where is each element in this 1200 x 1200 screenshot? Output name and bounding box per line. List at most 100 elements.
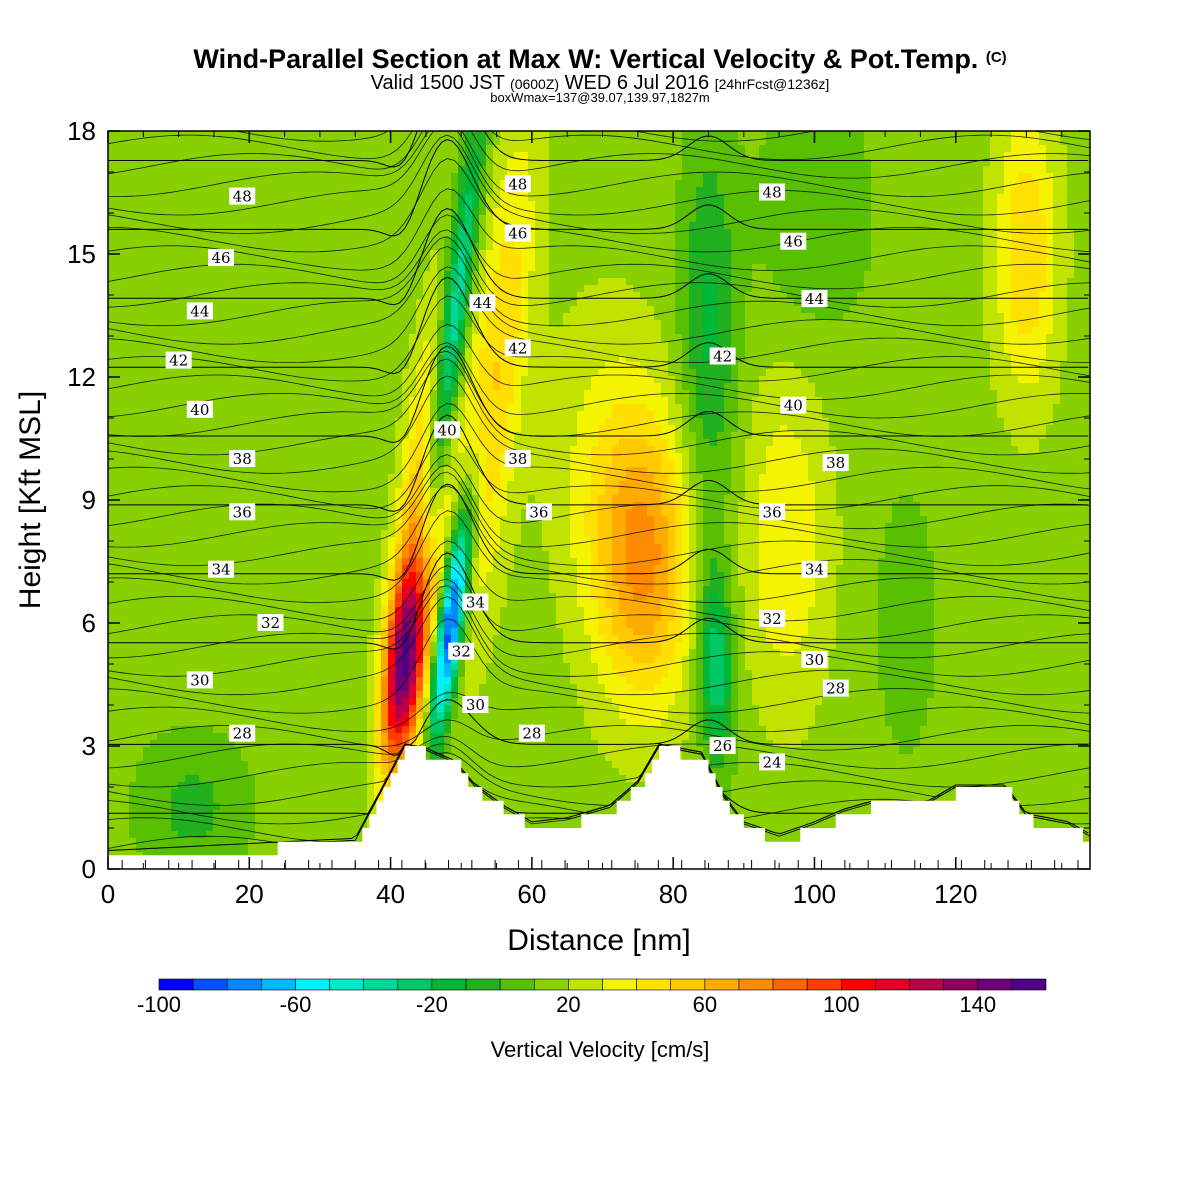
isentrope-label: 34 xyxy=(801,560,828,579)
isentrope-label-text: 36 xyxy=(233,503,252,521)
isentrope-label-text: 30 xyxy=(190,671,209,689)
isentrope-label-text: 42 xyxy=(713,348,732,366)
isentrope-label-text: 28 xyxy=(826,680,845,698)
isentrope-label-box xyxy=(780,396,807,414)
isentrope-label: 42 xyxy=(709,347,736,366)
isentrope-34 xyxy=(108,414,1089,512)
isentrope-30 xyxy=(108,552,1089,650)
isentrope-label: 30 xyxy=(186,671,213,689)
isentrope-minor xyxy=(108,540,1090,622)
colorbar-swatch xyxy=(363,978,399,991)
isentrope-48 xyxy=(108,0,1088,29)
colorbar-swatch xyxy=(977,978,1013,991)
isentrope-minor xyxy=(108,323,1090,400)
isentrope-label-box xyxy=(462,593,489,611)
isentrope-label-box xyxy=(434,421,461,439)
isentrope-label: 40 xyxy=(780,396,807,415)
isentrope-minor xyxy=(108,134,1090,234)
isentrope-minor xyxy=(108,719,1090,751)
isentrope-label-box xyxy=(504,339,531,357)
isentrope-minor xyxy=(108,618,1090,714)
isentrope-minor xyxy=(108,131,1090,161)
isentrope-label: 32 xyxy=(759,609,786,628)
isentrope-label-box xyxy=(709,347,736,365)
isentrope-label: 34 xyxy=(208,560,235,579)
isentrope-label-box xyxy=(801,560,828,578)
colorbar-tick-label: 60 xyxy=(693,992,717,1017)
isentrope-label: 30 xyxy=(801,650,828,669)
isentrope-minor xyxy=(108,158,1090,253)
isentrope-minor xyxy=(108,246,1090,345)
isentrope-label-box xyxy=(759,503,786,521)
copyright-mark: (C) xyxy=(985,49,1007,66)
isentrope-minor xyxy=(108,131,1090,179)
isentrope-label-text: 40 xyxy=(784,397,803,415)
isentrope-minor xyxy=(108,214,1090,290)
isentrope-46 xyxy=(108,2,1088,98)
isentrope-minor xyxy=(108,402,1090,493)
isentrope-label-text: 42 xyxy=(508,339,527,357)
isentrope-minor xyxy=(108,471,1090,567)
isentrope-label: 28 xyxy=(822,679,849,698)
x-tick-label: 40 xyxy=(376,879,405,909)
isentrope-label-text: 38 xyxy=(233,450,252,468)
isentrope-label-box xyxy=(186,400,213,418)
y-tick-label: 0 xyxy=(82,854,96,884)
isentrope-minor xyxy=(108,510,1090,603)
isentrope-label: 48 xyxy=(504,175,531,193)
isentrope-label-box xyxy=(504,450,531,467)
isentrope-label-box xyxy=(229,503,256,521)
isentrope-label-text: 44 xyxy=(190,302,209,320)
colorbar-tick-label: -20 xyxy=(416,992,448,1017)
colorbar-swatch xyxy=(397,978,433,991)
isentrope-label-box xyxy=(257,614,284,631)
velocity-field xyxy=(108,131,1090,869)
isentrope-label: 28 xyxy=(518,724,545,743)
isentrope-minor xyxy=(108,454,1090,530)
isentrope-minor xyxy=(108,266,1090,364)
colorbar-swatch xyxy=(806,978,842,991)
isentrope-label: 26 xyxy=(709,737,736,755)
colorbar-swatch xyxy=(772,978,808,991)
isentrope-label-text: 46 xyxy=(508,225,527,243)
isentrope-label: 40 xyxy=(186,400,213,419)
chart-subtitle: Valid 1500 JST (0600Z) WED 6 Jul 2016 [2… xyxy=(370,72,830,94)
isentrope-label-box xyxy=(709,737,736,754)
isentrope-label-box xyxy=(759,609,786,627)
colorbar-label: Vertical Velocity [cm/s] xyxy=(491,1037,710,1062)
chart-box-wmax: boxWmax=137@39.07,139.97,1827m xyxy=(490,90,710,105)
isentrope-label-box xyxy=(822,679,849,697)
isentrope-minor xyxy=(108,432,1090,511)
isentrope-minor xyxy=(108,464,1090,548)
isentrope-label-text: 48 xyxy=(763,184,782,202)
isentrope-label-text: 44 xyxy=(473,294,492,312)
isentrope-label-text: 38 xyxy=(508,450,527,468)
isentrope-label: 46 xyxy=(504,224,531,243)
colorbar-swatch xyxy=(841,978,876,991)
isentrope-label-box xyxy=(780,232,807,250)
isentrope-minor xyxy=(233,131,1090,142)
colorbar: -100 -60 -20 20 60 100 140 xyxy=(137,978,1047,1017)
isentrope-label-text: 36 xyxy=(529,503,548,521)
colorbar-swatch xyxy=(431,978,467,991)
isentrope-label-box xyxy=(229,450,256,467)
isentrope-label-box xyxy=(759,753,786,771)
isentrope-label: 48 xyxy=(759,183,786,202)
isentrope-label: 42 xyxy=(504,339,531,357)
isentrope-label-text: 44 xyxy=(805,290,824,308)
isentrope-label: 38 xyxy=(822,454,849,472)
isentrope-minor xyxy=(108,131,1090,198)
isentrope-label: 30 xyxy=(462,696,489,714)
isentrope-label-box xyxy=(208,249,235,267)
isentrope-minor xyxy=(108,585,1090,677)
colorbar-swatch xyxy=(533,978,569,991)
y-tick-label: 6 xyxy=(82,608,96,638)
isentrope-label: 42 xyxy=(165,351,192,370)
x-tick-label: 120 xyxy=(934,879,977,909)
isentrope-label-text: 32 xyxy=(452,643,471,661)
isentrope-minor xyxy=(108,485,1090,585)
y-tick-label: 15 xyxy=(67,239,96,269)
isentrope-32 xyxy=(108,483,1089,581)
